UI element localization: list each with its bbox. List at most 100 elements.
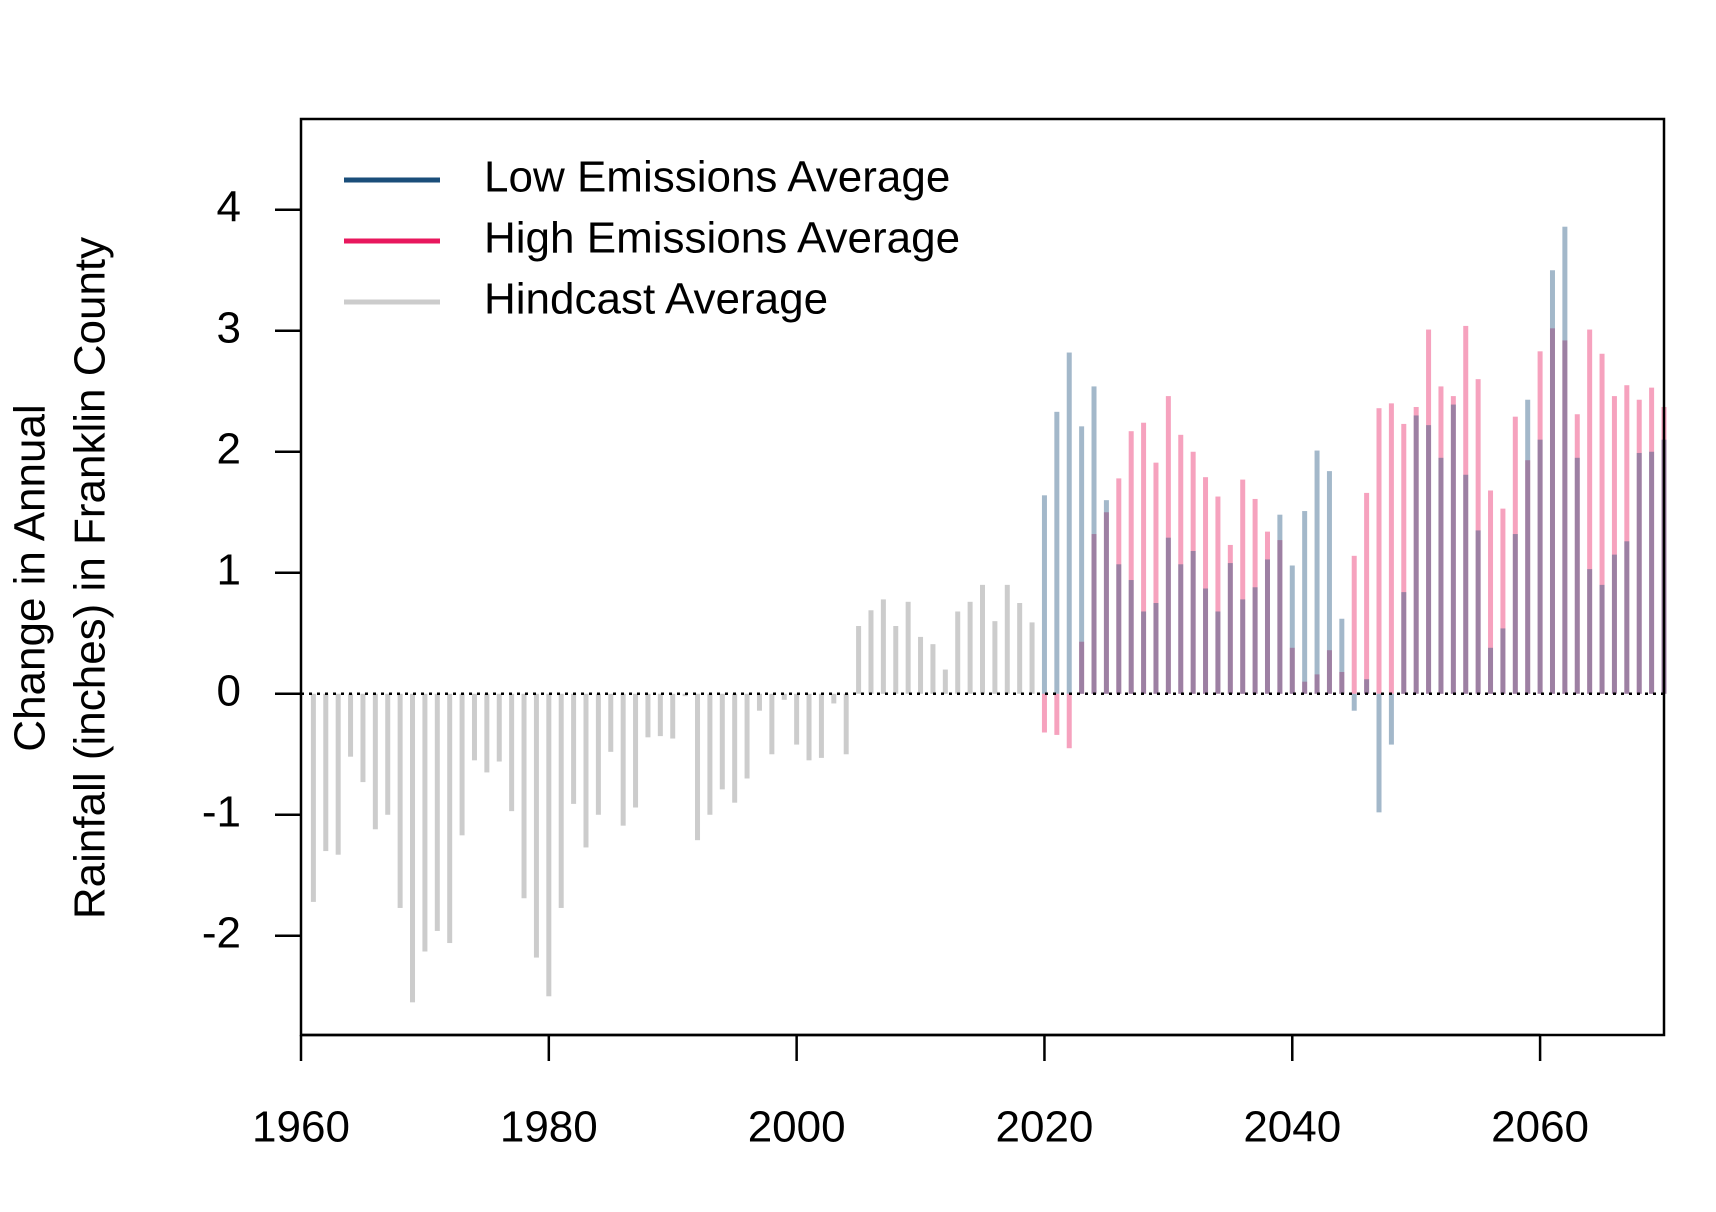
bar	[1525, 399, 1531, 694]
bar	[509, 693, 515, 812]
bar	[496, 693, 502, 762]
bar	[744, 693, 750, 779]
bar	[1079, 641, 1085, 694]
bar	[1587, 329, 1593, 694]
bar	[1413, 415, 1419, 694]
bar	[831, 693, 837, 704]
bar	[1512, 534, 1518, 694]
bar	[1252, 498, 1258, 694]
bar	[1562, 340, 1568, 694]
bar	[1562, 226, 1568, 694]
bar	[1289, 647, 1295, 694]
bar	[942, 669, 948, 694]
legend-label: High Emissions Average	[484, 214, 960, 263]
legend-label: Low Emissions Average	[484, 153, 950, 202]
bar	[471, 693, 477, 761]
bar	[1636, 399, 1642, 694]
bar	[323, 693, 329, 852]
bar	[1203, 588, 1209, 694]
bar	[1116, 564, 1122, 694]
bar	[1512, 416, 1518, 694]
bar	[447, 693, 453, 944]
bar	[1463, 474, 1469, 694]
bar	[1401, 423, 1407, 694]
bar	[1041, 693, 1047, 733]
bar	[856, 626, 862, 694]
bar	[1649, 451, 1655, 694]
bar	[1153, 603, 1159, 694]
bar	[1302, 511, 1308, 694]
bar	[1215, 611, 1221, 694]
bar	[1302, 681, 1308, 694]
y-axis-label: Rainfall (inches) in Franklin County	[66, 237, 115, 919]
y-axis-label: Change in Annual	[6, 404, 55, 751]
bar	[1500, 508, 1506, 694]
y-tick-label: 0	[217, 666, 241, 715]
bar	[1599, 584, 1605, 694]
bar	[645, 693, 651, 738]
bar	[818, 693, 824, 758]
bar	[1438, 457, 1444, 694]
bar	[1475, 379, 1481, 694]
bar	[1252, 587, 1258, 694]
bar	[1587, 569, 1593, 694]
bar	[1079, 426, 1085, 694]
bar	[348, 693, 354, 757]
y-tick-label: 3	[217, 303, 241, 352]
bar	[1624, 385, 1630, 694]
bar	[955, 611, 961, 694]
bar	[397, 693, 403, 908]
bar	[1277, 540, 1283, 694]
bar	[1066, 693, 1072, 749]
bar	[1426, 329, 1432, 694]
x-tick-label: 2020	[996, 1103, 1094, 1152]
x-tick-label: 1980	[500, 1103, 598, 1152]
bar	[1450, 396, 1456, 694]
bar	[595, 693, 601, 815]
bar	[1103, 500, 1109, 694]
bar	[1339, 618, 1345, 694]
bar	[1574, 457, 1580, 694]
bar	[1611, 396, 1617, 694]
bar	[608, 693, 614, 752]
bar	[1549, 328, 1555, 694]
bar	[1326, 471, 1332, 694]
bar	[1190, 550, 1196, 694]
bar	[1264, 559, 1270, 694]
bar	[1525, 460, 1531, 694]
bar	[1227, 563, 1233, 694]
bar	[1289, 565, 1295, 694]
bar	[657, 693, 663, 737]
bar	[422, 693, 428, 952]
bar	[930, 644, 936, 694]
bar	[521, 693, 527, 899]
x-tick-label: 2040	[1243, 1103, 1341, 1152]
bar	[1351, 555, 1357, 694]
bar	[620, 693, 626, 826]
bar	[1277, 514, 1283, 694]
x-tick-label: 1960	[252, 1103, 350, 1152]
bar	[1649, 387, 1655, 694]
bar	[410, 693, 416, 1003]
bar	[385, 693, 391, 815]
bar	[1264, 531, 1270, 694]
bar	[769, 693, 775, 755]
bar	[1215, 496, 1221, 694]
bar	[1017, 603, 1023, 694]
y-tick-label: 2	[217, 424, 241, 473]
bar	[1091, 534, 1097, 694]
bar	[1141, 611, 1147, 694]
bar	[1351, 693, 1357, 711]
bar	[1165, 537, 1171, 694]
bar	[335, 693, 341, 855]
bar	[1624, 541, 1630, 694]
bar	[843, 693, 849, 755]
x-tick-label: 2000	[748, 1103, 846, 1152]
bar	[1103, 512, 1109, 694]
bar	[1450, 404, 1456, 694]
bar	[1376, 693, 1382, 813]
bar	[1500, 628, 1506, 694]
bar	[1549, 270, 1555, 694]
y-tick-label: 1	[217, 545, 241, 594]
bar	[781, 693, 787, 700]
